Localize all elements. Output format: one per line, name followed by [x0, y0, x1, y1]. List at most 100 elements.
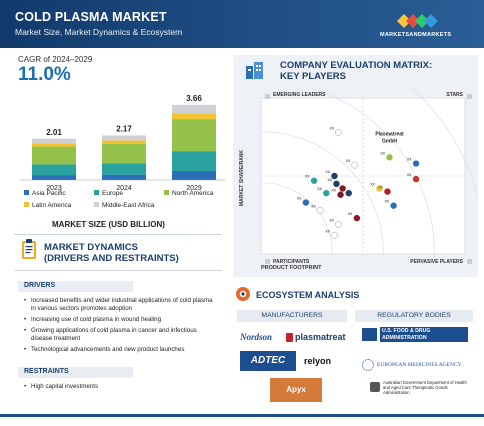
dynamics-title-line2: (DRIVERS AND RESTRAINTS)	[44, 253, 179, 264]
company-point	[335, 128, 342, 136]
legend-label: Latin America	[32, 202, 72, 209]
company-point-label: xx	[305, 174, 310, 179]
quadrant-label-top-left: EMERGING LEADERS	[273, 92, 326, 98]
company-point	[330, 231, 338, 239]
company-point-label: xx	[385, 199, 390, 204]
company-point	[302, 199, 310, 206]
legend-label: Asia Pacific	[32, 190, 66, 197]
matrix-arc	[411, 88, 478, 199]
company-point	[335, 220, 342, 228]
company-evaluation-matrix: MARKET SHARE/RANK PRODUCT FOOTPRINT EMER…	[239, 88, 478, 271]
x-tick-label: 2029	[186, 185, 202, 192]
logo-adtec: ADTEC	[240, 351, 296, 371]
brand-logo	[397, 14, 438, 28]
bar-segment-middle-east-africa	[172, 104, 216, 114]
company-point	[339, 185, 346, 192]
matrix-arc	[309, 88, 435, 255]
bar-segment-latin-america	[172, 113, 216, 120]
drivers-heading: DRIVERS	[18, 281, 133, 292]
logo-nordson: Nordson	[240, 327, 282, 347]
highlight-label-line2: GmbH	[382, 138, 397, 144]
company-point	[412, 160, 420, 167]
logo-adtec-text: ADTEC	[250, 355, 286, 366]
legend-swatch	[24, 202, 29, 207]
logo-plasmatreat: plasmatreat	[286, 327, 350, 347]
quadrant-marker	[467, 94, 472, 99]
company-point-label: xx	[325, 228, 330, 233]
bar-total-label: 2.01	[46, 128, 62, 137]
chart-x-label: MARKET SIZE (USD BILLION)	[52, 220, 165, 229]
logo-relyon-text: relyon	[304, 356, 332, 366]
bar-segment-latin-america	[102, 140, 146, 144]
matrix-x-axis-label: PRODUCT FOOTPRINT	[261, 265, 322, 271]
company-point	[333, 180, 340, 187]
company-point	[384, 188, 391, 195]
driver-item: Increased benefits and wider industrial …	[24, 297, 219, 313]
footer-line	[0, 414, 484, 417]
restraint-item: High capital investments	[24, 383, 219, 391]
manufacturers-heading: MANUFACTURERS	[237, 310, 347, 322]
company-point-label: xx	[330, 217, 335, 222]
legend-swatch	[24, 190, 29, 195]
bar-segment-north-america	[102, 143, 146, 164]
quadrant-marker	[265, 259, 270, 264]
x-tick-label: 2024	[116, 185, 132, 192]
logo-apyx: Apyx MEDICAL	[270, 378, 322, 418]
legend-label: North America	[172, 190, 214, 197]
company-point	[412, 175, 420, 183]
company-point-label: xx	[340, 186, 345, 191]
logo-tga: Australian Government Department of Heal…	[370, 380, 474, 404]
highlight-label-line1: Plasmatreat	[375, 131, 404, 137]
x-tick-label: 2023	[46, 185, 62, 192]
legend-swatch	[94, 202, 99, 207]
logo-plasmatreat-text: plasmatreat	[295, 332, 346, 342]
logo-nordson-text: Nordson	[240, 332, 273, 342]
quadrant-label-bottom-left: PARTICIPANTS	[273, 259, 310, 265]
bar-segment-middle-east-africa	[102, 135, 146, 141]
logo-ema-text: EUROPEAN MEDICINES AGENCY	[377, 361, 462, 368]
company-point-label: xx	[346, 158, 351, 163]
market-size-chart: 2.01 2023 2.17 2024 3.66 2029 Asia Pacific Euro…	[20, 94, 225, 209]
matrix-arc	[260, 182, 333, 255]
company-point	[353, 214, 361, 222]
company-point-label: xx	[311, 203, 316, 208]
building-icon	[246, 62, 263, 79]
company-point-label: xx	[297, 196, 302, 201]
company-point	[316, 206, 324, 214]
legend-swatch	[94, 190, 99, 195]
ema-stars-icon	[362, 358, 374, 371]
page-header: COLD PLASMA MARKET Market Size, Market D…	[0, 0, 484, 48]
company-point-label: xx	[330, 125, 335, 130]
quadrant-label-top-right: STARS	[446, 92, 463, 98]
bar-segment-europe	[102, 163, 146, 175]
company-point	[345, 189, 352, 197]
company-point-label: xx	[317, 186, 322, 191]
company-point-label: xx	[407, 157, 412, 162]
company-point-label: xx	[370, 181, 375, 186]
matrix-title: COMPANY EVALUATION MATRIX: KEY PLAYERS	[280, 60, 432, 82]
matrix-y-axis-label: MARKET SHARE/RANK	[239, 150, 245, 207]
quadrant-label-bottom-right: PERVASIVE PLAYERS	[410, 259, 463, 265]
company-point	[337, 191, 344, 198]
bar-segment-north-america	[172, 119, 216, 152]
driver-item: Increasing use of cold plasma in wound h…	[24, 316, 219, 324]
logo-fda: U.S. FOOD & DRUG ADMINISTRATION	[362, 326, 474, 347]
drivers-list: Increased benefits and wider industrial …	[24, 297, 219, 357]
driver-item: Growing applications of cold plasma in c…	[24, 327, 219, 343]
bar-segment-asia-pacific	[32, 175, 76, 180]
bar-total-label: 3.66	[186, 94, 202, 103]
company-point	[390, 202, 397, 209]
company-point-label: xx	[381, 150, 386, 155]
company-point-label: xx	[327, 177, 332, 182]
company-point-label: xx	[332, 188, 337, 193]
bar-segment-asia-pacific	[102, 174, 146, 180]
matrix-border	[260, 97, 466, 255]
cagr-label: CAGR of 2024–2029	[18, 55, 93, 64]
company-point	[351, 161, 359, 169]
page-title: COLD PLASMA MARKET	[15, 10, 167, 24]
company-point-label: xx	[407, 172, 412, 177]
legend-label: Europe	[102, 190, 123, 197]
company-point	[331, 172, 338, 180]
driver-item: Technological advancements and new produ…	[24, 346, 219, 354]
matrix-title-line1: COMPANY EVALUATION MATRIX:	[280, 60, 433, 71]
